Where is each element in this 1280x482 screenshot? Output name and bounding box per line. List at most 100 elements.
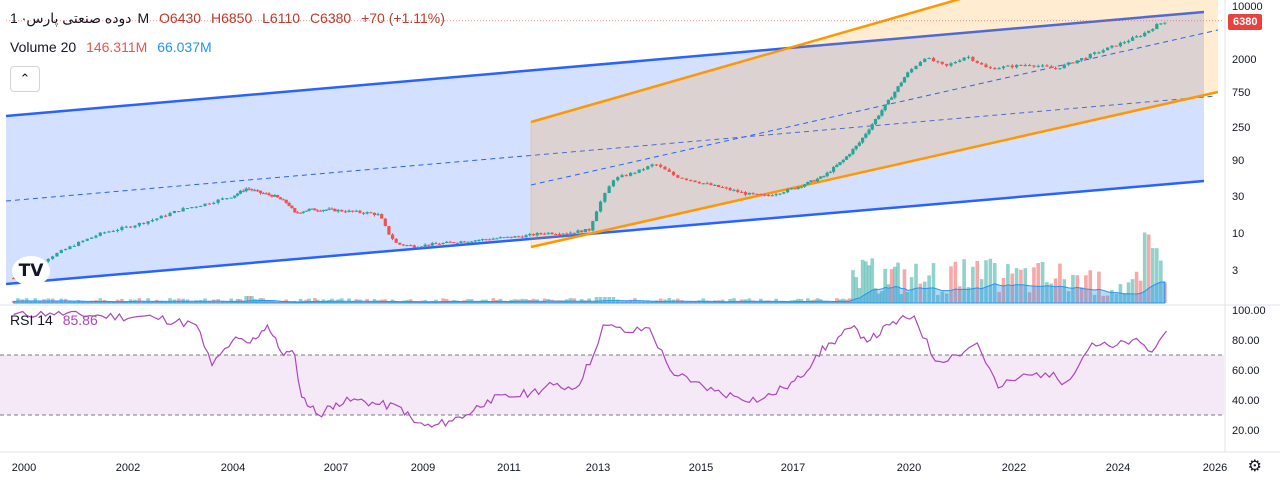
rsi-band-fill [0,355,1224,415]
candle [318,209,323,212]
candle [751,192,755,195]
volume-bar [774,298,778,303]
candle [770,194,774,197]
volume-bar [250,296,254,303]
rsi-label[interactable]: RSI 14 [10,312,53,328]
candle [347,209,351,213]
candle [301,210,305,214]
candle [116,228,120,233]
gear-icon[interactable]: ⚙ [1247,458,1262,475]
candle [287,201,291,207]
candle [864,132,868,139]
candle [430,241,434,247]
candle [838,161,842,166]
volume-bar [244,296,248,303]
volume-bar [1036,263,1041,303]
volume-bar [350,301,355,303]
volume-bar [168,298,172,303]
rsi-axis-label: 20.00 [1232,425,1260,437]
volume-bar [971,266,975,303]
chevron-up-icon: ⌃ [19,71,31,86]
candle [899,81,903,88]
candle [755,193,759,195]
rsi-line [13,310,1167,428]
rsi-axis-label: 80.00 [1232,335,1260,347]
volume-bar [416,301,420,303]
volume-bar [957,286,962,303]
candle [886,99,890,105]
candle [857,141,861,147]
candle [893,91,897,100]
candle [680,177,684,179]
candle [927,57,931,60]
candle [233,195,237,199]
candle [509,236,513,239]
candle [1143,31,1147,37]
volume-bar [124,301,129,303]
volume-bar [645,300,650,303]
symbol-name[interactable]: دوده صنعتی پارس [26,10,132,26]
candle [212,201,216,205]
candle [1134,35,1139,38]
volume-bar [796,298,800,303]
price-axis-label: 250 [1232,122,1250,134]
volume-bar [828,301,833,303]
candle [528,232,532,237]
candle [1010,64,1014,69]
price-axis-label: 30 [1232,191,1244,203]
candle [59,249,63,254]
volume-bars [11,232,1167,304]
volume-bar [628,299,633,303]
collapse-legend-button[interactable]: ⌃ [10,66,40,92]
candle [316,209,320,213]
volume-bar [831,301,836,303]
candle [216,199,220,205]
volume-bar [886,284,891,303]
candle [90,237,94,239]
volume-bar [72,301,77,303]
candle [576,229,580,233]
volume-label[interactable]: Volume 20 [10,39,77,55]
volume-bar [267,300,271,303]
volume-bar [598,297,603,303]
volume-bar [1014,268,1019,303]
volume-legend: Volume 20 146.311M 66.037M [10,39,218,55]
candle [1088,53,1092,60]
candle [324,209,328,212]
candle [867,128,871,136]
candle [728,187,732,192]
volume-bar [29,300,33,303]
candle [732,188,736,192]
candle [51,255,55,260]
candle [936,60,940,64]
volume-bar [120,298,124,303]
candle [945,63,949,68]
time-axis-label: 2013 [586,462,610,474]
volume-bar [728,298,732,303]
candle [637,169,641,174]
volume-bar [927,275,931,303]
candle [663,165,667,170]
candle [832,165,836,174]
volume-bar [553,300,558,303]
volume-bar [441,298,445,303]
volume-bar [851,270,855,303]
volume-bar [953,261,958,303]
candle [445,240,449,244]
candle [321,209,326,213]
volume-bar [1097,271,1101,303]
candle [953,61,957,64]
candle [620,173,624,178]
time-axis-label: 2020 [897,462,921,474]
volume-bar [150,301,155,303]
candle [477,239,481,242]
volume-bar [1075,275,1080,303]
ohlc-change: +70 (+1.11%) [361,10,445,26]
volume-bar [815,298,820,303]
candle [190,206,194,209]
volume-bar [1045,282,1049,303]
volume-bar [313,298,317,303]
orange-channel-lower [530,90,1219,249]
tradingview-logo[interactable]: TV [12,256,50,286]
